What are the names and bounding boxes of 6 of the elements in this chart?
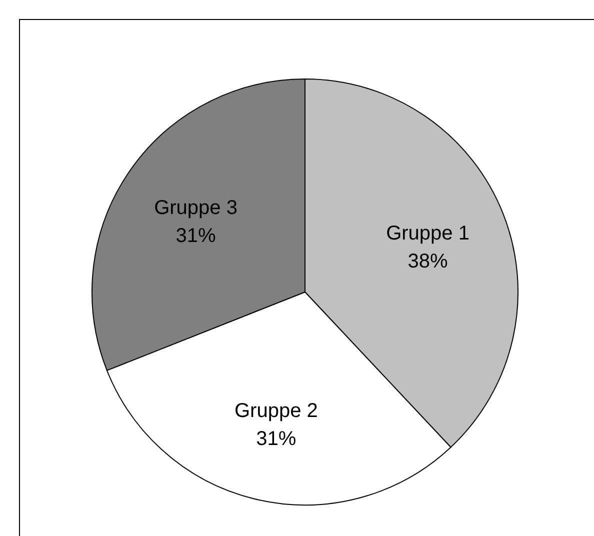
slice-label: Gruppe 3 [154,196,238,219]
data-label: 31% [176,224,216,247]
slice-label: Gruppe 2 [234,400,318,422]
slice-label: Gruppe 1 [386,222,470,244]
data-label: 38% [408,250,448,272]
data-label: 31% [256,428,296,450]
